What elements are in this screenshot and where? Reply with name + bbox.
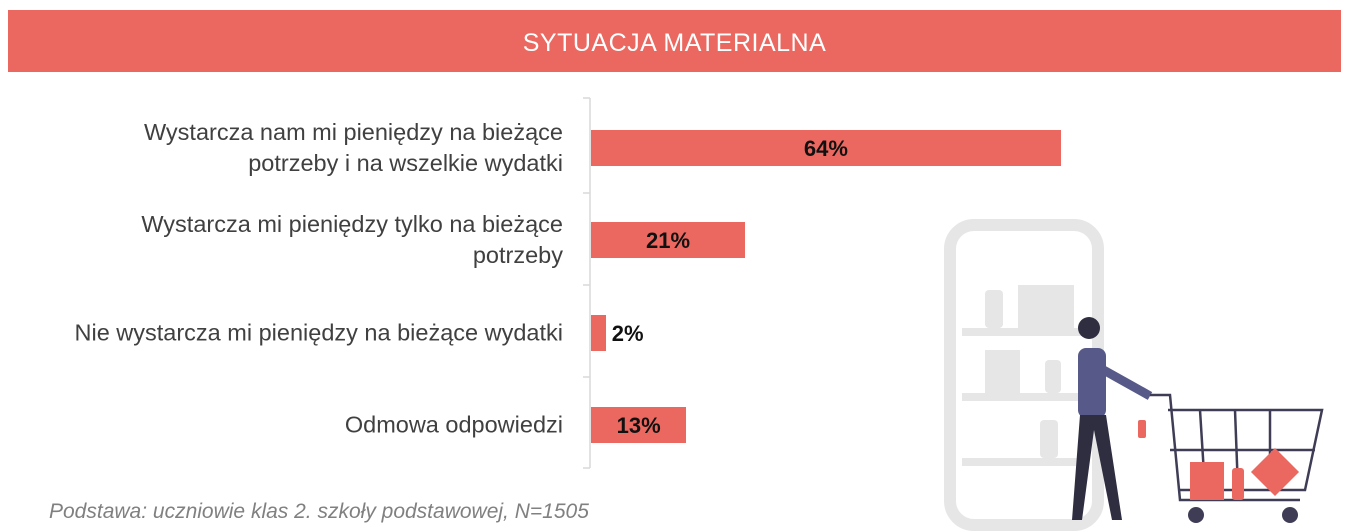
head [1078,317,1100,339]
footnote: Podstawa: uczniowie klas 2. szkoły podst… [49,500,589,524]
value-label: 2% [612,321,644,347]
page-body: SYTUACJA MATERIALNA Po [0,0,1349,531]
cart-item [1190,462,1224,500]
axis [583,98,590,468]
wheel [1188,507,1204,523]
category-label: Odmowa odpowiedzi [53,410,563,441]
bottle-held [1138,420,1146,438]
arm [1100,368,1150,396]
bottle [1045,360,1061,393]
cart-item [1232,468,1244,500]
category-label: Nie wystarcza mi pieniędzy na bieżące wy… [53,318,563,349]
category-label: Wystarcza nam mi pieniędzy na bieżące po… [58,117,563,179]
value-label: 13% [617,413,661,439]
box [985,350,1020,393]
bottle [1040,420,1058,458]
bottle [985,290,1003,328]
category-label: Wystarcza mi pieniędzy tylko na bieżące … [123,209,563,271]
value-label: 21% [646,228,690,254]
shelf [962,458,1087,466]
wheel [1282,507,1298,523]
shelf [962,328,1087,336]
shelf [962,393,1087,401]
bar [591,315,606,351]
illustration [950,225,1322,525]
page: Sytuacja materialna {"chart_data": {"typ… [0,0,1349,531]
torso [1078,348,1106,418]
box [1018,285,1074,328]
value-label: 64% [804,136,848,162]
